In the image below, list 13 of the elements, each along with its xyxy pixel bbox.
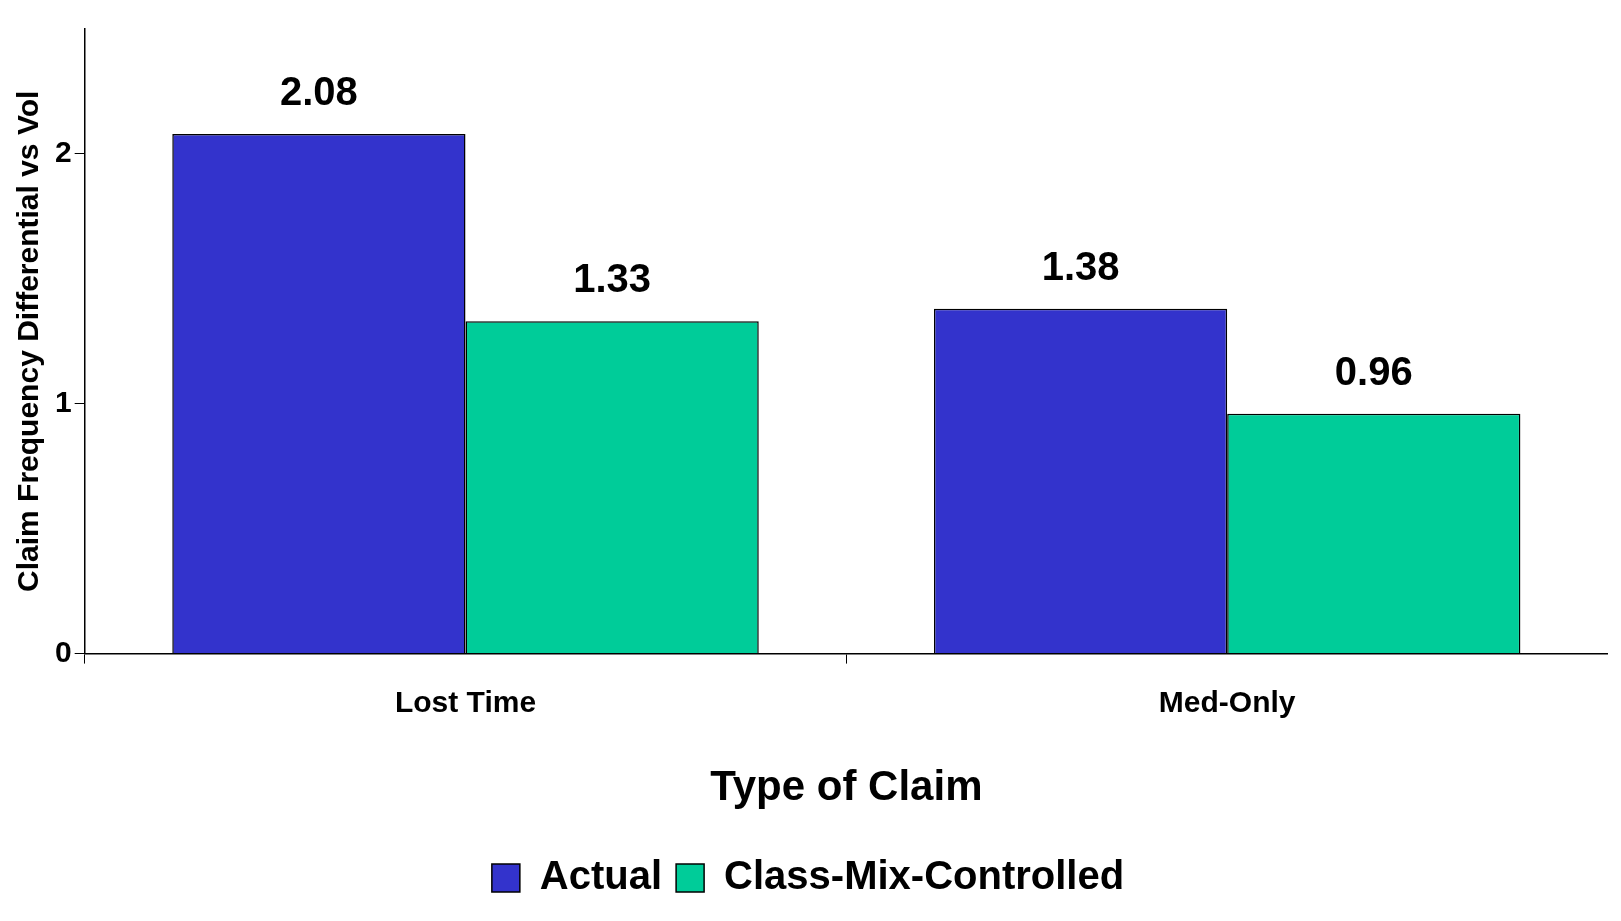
y-tick-label: 1: [55, 385, 72, 419]
x-tick-label: Lost Time: [394, 684, 537, 718]
y-axis-title: Claim Frequency Differential vs Vol: [11, 90, 45, 592]
data-label: 0.96: [1334, 348, 1413, 393]
data-label: 1.38: [1041, 243, 1120, 288]
x-axis-title: Type of Claim: [710, 762, 983, 810]
data-label: 1.33: [573, 256, 652, 301]
data-label: 2.08: [279, 68, 358, 113]
y-tick-label: 0: [55, 634, 72, 668]
legend-label: Class-Mix-Controlled: [724, 853, 1125, 898]
x-tick-label: Med-Only: [1158, 684, 1296, 718]
legend-label: Actual: [539, 853, 663, 898]
y-tick-label: 2: [55, 135, 72, 169]
